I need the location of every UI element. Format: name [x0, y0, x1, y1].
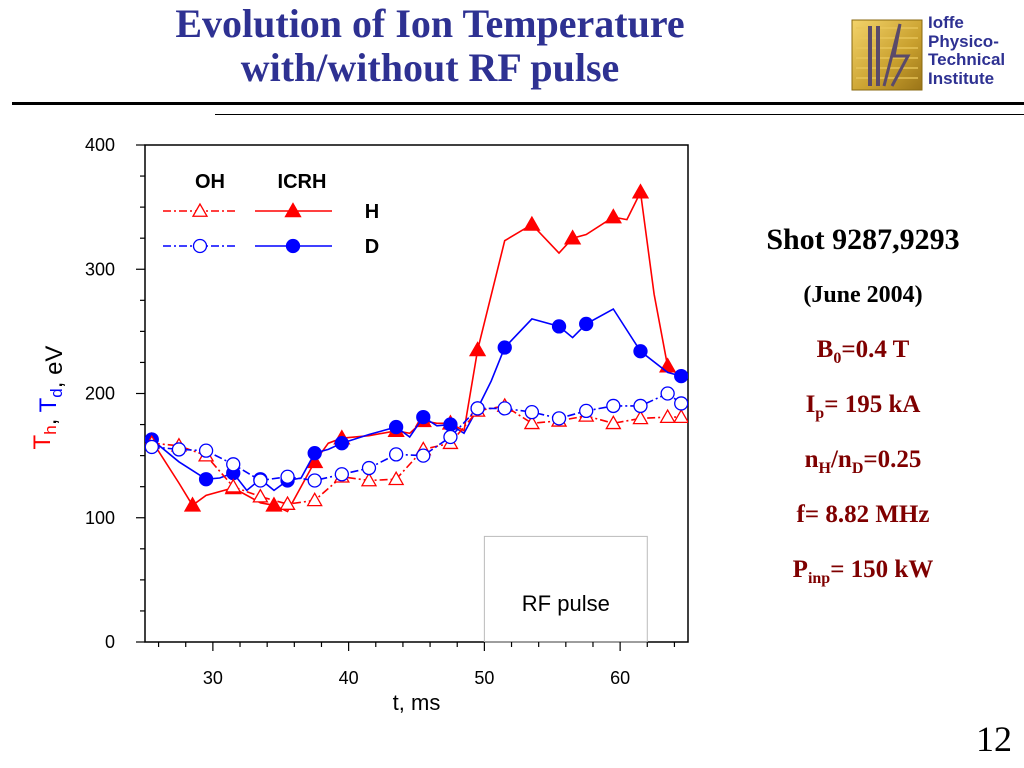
data-point — [523, 415, 541, 430]
data-point — [225, 478, 242, 493]
logo-text: Ioffe Physico- Technical Institute — [928, 13, 1006, 88]
data-point — [468, 341, 487, 357]
data-point — [198, 443, 214, 458]
legend-label: D — [365, 236, 379, 258]
shot-parameters: Shot 9287,9293 (June 2004) B0=0.4 T Ip= … — [718, 218, 1008, 603]
data-point — [497, 340, 512, 355]
y-tick-label: 100 — [85, 508, 115, 528]
legend-marker-icrh — [284, 202, 302, 218]
param-input-power: Pinp= 150 kW — [792, 556, 934, 587]
title-line-1: Evolution of Ion Temperature — [175, 1, 685, 46]
data-point — [252, 488, 269, 503]
data-point — [279, 495, 296, 510]
data-point — [145, 439, 159, 455]
series-line — [151, 307, 682, 492]
data-point — [280, 469, 295, 484]
x-tick-label: 40 — [339, 668, 359, 688]
data-point — [606, 398, 621, 414]
shot-number: Shot 9287,9293 — [766, 223, 960, 256]
logo-line: Institute — [928, 68, 995, 88]
data-point — [253, 473, 268, 488]
y-axis-label: Th, Td, eV — [29, 346, 68, 450]
ioffe-logo: Ioffe Physico- Technical Institute — [850, 13, 1020, 94]
legend-marker-oh — [191, 202, 209, 217]
data-point — [470, 401, 485, 416]
legend-label: H — [365, 201, 379, 223]
title-line-2: with/without RF pulse — [240, 45, 620, 90]
data-point — [674, 396, 688, 411]
page-number: 12 — [976, 719, 1012, 759]
y-tick-label: 0 — [105, 632, 115, 652]
param-b0: B0=0.4 T — [816, 336, 910, 367]
param-frequency: f= 8.82 MHz — [796, 501, 930, 528]
data-point — [443, 417, 458, 432]
data-point — [579, 403, 594, 419]
x-tick-label: 60 — [610, 668, 630, 688]
legend-marker-oh — [192, 238, 208, 254]
legend-header-icrh: ICRH — [278, 171, 327, 193]
legend-header-oh: OH — [195, 171, 225, 193]
data-point — [633, 398, 648, 414]
param-ip: Ip= 195 kA — [805, 391, 921, 422]
data-point — [579, 316, 594, 332]
x-axis-label: t, ms — [393, 690, 441, 715]
data-point — [497, 401, 512, 416]
rf-pulse-label: RF pulse — [522, 591, 610, 616]
data-point — [183, 496, 202, 512]
x-tick-label: 50 — [474, 668, 494, 688]
shot-date: (June 2004) — [803, 282, 923, 308]
data-point — [631, 183, 650, 199]
data-point — [388, 419, 404, 435]
data-point — [633, 344, 648, 359]
data-point — [265, 496, 283, 512]
data-point — [360, 472, 378, 487]
logo-line: Physico- — [928, 31, 999, 51]
data-point — [604, 208, 622, 224]
data-point — [226, 457, 241, 472]
data-point — [674, 368, 688, 384]
y-tick-label: 300 — [85, 259, 115, 279]
ion-temperature-chart: RF pulse 30 40 50 60 0 100 200 300 400 t, ms Th, Td… — [29, 135, 689, 715]
data-point — [307, 473, 322, 488]
plot-area — [144, 144, 689, 643]
data-point — [334, 467, 349, 482]
title-divider — [12, 102, 1024, 105]
data-point — [416, 448, 431, 463]
data-point — [523, 215, 541, 231]
param-density-ratio: nH/nD=0.25 — [804, 446, 922, 477]
logo-line: Technical — [928, 50, 1006, 69]
series-d-oh — [145, 386, 688, 488]
data-point — [551, 411, 567, 426]
data-point — [306, 492, 323, 507]
data-point — [198, 472, 214, 487]
data-point — [171, 442, 187, 457]
data-point — [524, 404, 540, 420]
ioffe-logo-mark-icon — [851, 19, 923, 91]
data-point — [334, 436, 349, 451]
data-point — [605, 415, 622, 430]
slide-title: Evolution of Ion Temperature with/withou… — [60, 2, 800, 90]
data-point — [632, 410, 649, 425]
data-point — [659, 408, 676, 424]
data-point — [563, 229, 582, 245]
title-divider-thin — [215, 114, 1024, 115]
data-point — [307, 445, 322, 461]
y-tick-label: 200 — [85, 384, 115, 404]
data-point — [388, 470, 405, 486]
data-point — [416, 409, 431, 425]
legend-marker-icrh — [285, 238, 301, 254]
x-tick-label: 30 — [203, 668, 223, 688]
data-point — [551, 319, 567, 334]
data-point — [443, 429, 458, 445]
data-point — [660, 386, 675, 401]
data-point — [673, 408, 688, 424]
y-tick-label: 400 — [85, 135, 115, 155]
series-line — [151, 405, 682, 505]
data-point — [388, 447, 404, 462]
logo-line: Ioffe — [928, 13, 964, 32]
data-point — [361, 460, 377, 476]
